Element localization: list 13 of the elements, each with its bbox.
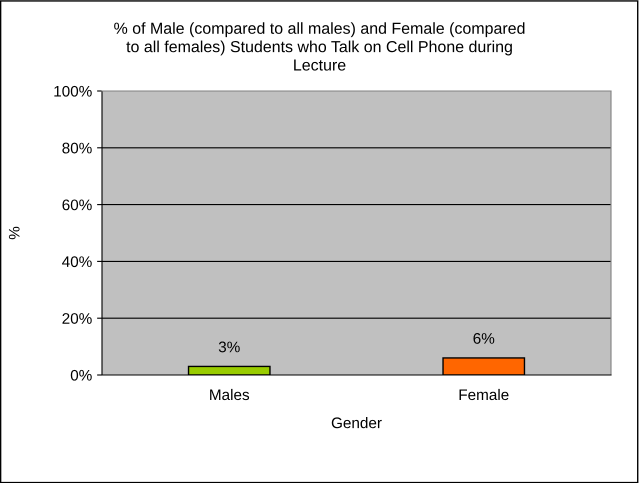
data-label: 3%	[218, 342, 240, 352]
x-tick-label: Males	[210, 388, 250, 400]
x-axis-title: Gender	[332, 417, 382, 428]
y-tick-label: 80%	[62, 142, 92, 154]
data-label: 6%	[473, 333, 494, 344]
y-axis-title: %	[8, 226, 20, 240]
x-tick-label: Female	[460, 388, 509, 400]
y-tick-label: 100%	[54, 86, 92, 97]
y-tick-label: 20%	[62, 313, 92, 324]
y-tick-label: 60%	[62, 199, 92, 210]
chart-title: % of Male (compared to all males) and Female (compared to all females) Students who Talk on Cell Phone during Lecture	[114, 22, 524, 71]
y-tick-label: 40%	[62, 256, 92, 268]
y-tick-label: 0%	[70, 370, 92, 381]
